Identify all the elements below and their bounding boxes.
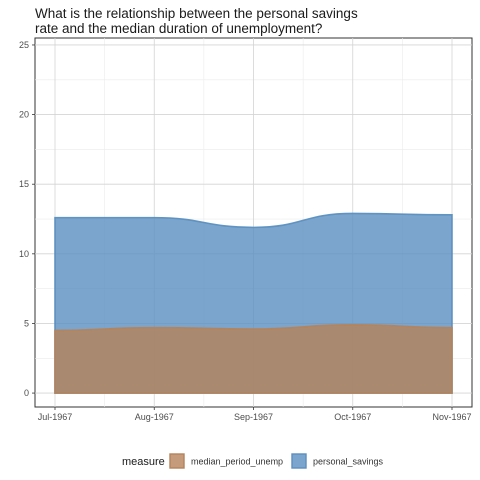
x-tick-label: Sep-1967 [234, 412, 273, 422]
y-tick-label: 0 [24, 388, 29, 398]
x-tick-label: Jul-1967 [38, 412, 73, 422]
x-tick-label: Aug-1967 [135, 412, 174, 422]
legend-label-median-period-unemp: median_period_unemp [191, 457, 283, 467]
chart-title-line-1: What is the relationship between the per… [35, 6, 358, 21]
legend-key-personal-savings [291, 453, 307, 469]
y-tick-label: 25 [19, 40, 29, 50]
area-layer [54, 212, 453, 394]
chart-title-line-2: rate and the median duration of unemploy… [35, 21, 323, 36]
x-tick-label: Nov-1967 [432, 412, 471, 422]
legend: measure median_period_unemp personal_savin… [122, 453, 384, 469]
y-tick-label: 15 [19, 179, 29, 189]
y-tick-label: 10 [19, 249, 29, 259]
legend-title: measure [122, 456, 165, 468]
axis-layer: 0 5 10 15 20 25 Jul-1967 Aug-1967 Sep-1967 Oct-19… [19, 40, 472, 422]
y-tick-label: 5 [24, 318, 29, 328]
area-median-period-unemp [54, 324, 453, 394]
legend-key-median-period-unemp [169, 453, 185, 469]
legend-label-personal-savings: personal_savings [313, 457, 384, 467]
x-tick-label: Oct-1967 [334, 412, 371, 422]
y-tick-label: 20 [19, 110, 29, 120]
chart-title: What is the relationship between the per… [35, 6, 455, 36]
